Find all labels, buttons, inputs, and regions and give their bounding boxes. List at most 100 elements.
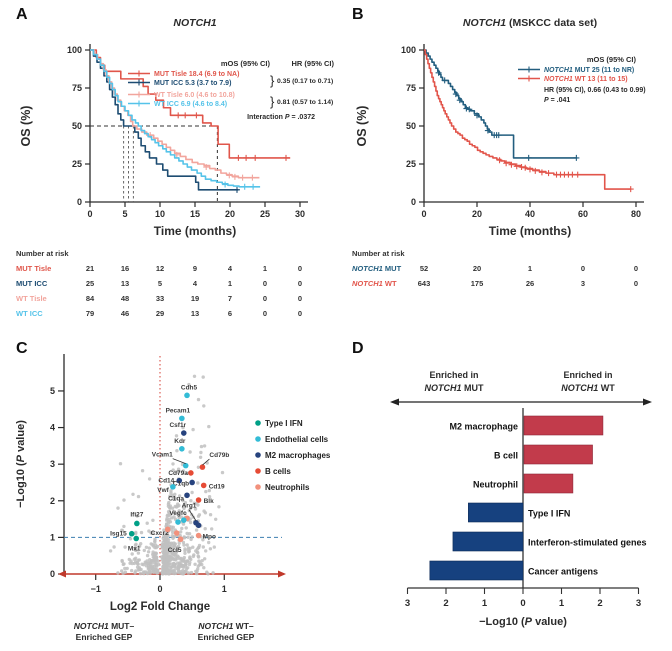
gene-point-cd14: Cd14 [158,478,183,485]
svg-text:0: 0 [77,197,82,207]
gene-point-cd79a: Cd79a [168,470,194,477]
x-axis-label: Time (months) [489,224,571,238]
svg-text:Mpo: Mpo [203,534,216,541]
gene-point-kdr: Kdr [174,438,186,452]
svg-text:B cells: B cells [265,467,291,476]
x-axis-label: Time (months) [154,224,236,238]
svg-text:Neutrophil: Neutrophil [473,480,518,490]
km-legend: mOS (95% CI) HR (95% CI) MUT Tisle 18.4 (6… [128,59,334,121]
bar-interferon-stimulated-genes: Interferon-stimulated genes [452,531,647,552]
panel-title: NOTCH1 (MSKCC data set) [463,17,597,29]
risk-row-mut-tisle: MUT Tisle 21 16 12 9 4 1 0 [16,264,302,273]
gene-point-isg15: Isg15 [110,531,135,538]
svg-text:C1qa: C1qa [168,495,184,502]
gene-point-c1qa: C1qa [168,492,190,502]
svg-text:0: 0 [298,264,302,273]
panel-c-volcano-chart: 0 1 2 3 4 5 −1 0 1 −Log10 (P value) Cdh5 Pecam1 Csf1… [15,354,331,642]
svg-text:WT Tisle: WT Tisle [16,294,47,303]
risk-row-notch1-wt: NOTCH1 WT 643 175 26 3 0 [352,279,638,288]
gene-point-cxcr2: Cxcr2 [151,530,180,537]
svg-text:C1qb: C1qb [173,480,189,487]
panel-title: NOTCH1 [173,17,216,29]
svg-text:48: 48 [121,294,129,303]
km-legend: mOS (95% CI) NOTCH1 MUT 25 (11 to NR) NOTC… [518,55,646,104]
svg-text:Enriched GEP: Enriched GEP [76,632,133,642]
svg-text:5: 5 [158,279,162,288]
svg-text:NOTCH1 MUT: NOTCH1 MUT [352,264,402,273]
svg-text:3: 3 [636,598,641,609]
svg-text:HR (95% CI), 0.66 (0.43 to 0.9: HR (95% CI), 0.66 (0.43 to 0.99) [544,87,646,94]
svg-text:Arg1: Arg1 [182,503,197,510]
svg-text:2: 2 [597,598,602,609]
svg-text:0: 0 [263,279,267,288]
svg-text:Number at risk: Number at risk [352,249,405,258]
y-axis-label: OS (%) [355,106,369,147]
svg-text:100: 100 [401,45,416,55]
svg-text:Cancer antigens: Cancer antigens [528,567,598,577]
svg-text:Kdr: Kdr [174,438,186,445]
svg-text:Log2 Fold Change: Log2 Fold Change [110,601,210,613]
svg-text:643: 643 [418,279,431,288]
svg-text:1: 1 [559,598,565,609]
svg-text:25: 25 [260,209,270,219]
svg-text:NOTCH1 WT 13 (11 to 15): NOTCH1 WT 13 (11 to 15) [544,76,628,83]
km-curve-notch1-wt [424,49,634,193]
svg-text:4: 4 [50,423,55,433]
volcano-axes: 0 1 2 3 4 5 −1 0 1 −Log10 (P value) [15,354,227,594]
svg-text:33: 33 [156,294,164,303]
svg-text:16: 16 [121,264,129,273]
svg-text:WT ICC: WT ICC [16,309,43,318]
svg-text:25: 25 [406,159,416,169]
svg-text:Endothelial cells: Endothelial cells [265,435,329,444]
svg-text:−1: −1 [91,584,101,594]
svg-text:75: 75 [72,83,82,93]
svg-text:Enriched GEP: Enriched GEP [198,632,255,642]
svg-text:Cd19: Cd19 [209,483,225,490]
km-title: NOTCH1 (MSKCC data set) [463,17,597,29]
svg-text:Blk: Blk [204,498,215,505]
svg-text:MUT ICC 5.3 (3.7 to 7.9): MUT ICC 5.3 (3.7 to 7.9) [154,80,231,87]
svg-text:Interferon-stimulated genes: Interferon-stimulated genes [528,538,647,548]
svg-text:NOTCH1 WT: NOTCH1 WT [561,383,615,393]
svg-text:MUT Tisle 18.4 (6.9 to NA): MUT Tisle 18.4 (6.9 to NA) [154,71,239,78]
km-title: NOTCH1 [173,17,216,29]
gene-point-vwf: Vwf [157,484,176,494]
svg-text:3: 3 [581,279,585,288]
bar-x-axis: 3 2 1 0 1 2 3 [405,587,641,609]
svg-text:2: 2 [443,598,448,609]
svg-text:0.81 (0.57 to 1.14): 0.81 (0.57 to 1.14) [277,99,333,106]
svg-text:mOS (95% CI): mOS (95% CI) [221,59,271,68]
svg-text:7: 7 [228,294,232,303]
svg-text:MUT Tisle: MUT Tisle [16,264,51,273]
svg-text:NOTCH1 WT–: NOTCH1 WT– [198,621,254,631]
svg-text:Isg15: Isg15 [110,531,127,538]
svg-text:3: 3 [405,598,410,609]
bar-cancer-antigens: Cancer antigens [429,560,598,581]
panel-b-label: B [352,6,365,23]
svg-text:75: 75 [406,83,416,93]
svg-text:0: 0 [411,197,416,207]
svg-text:9: 9 [193,264,197,273]
svg-text:13: 13 [191,309,199,318]
svg-text:79: 79 [86,309,94,318]
svg-text:}: } [270,73,275,88]
km-axes: 0 25 50 75 100 0 20 40 60 80 OS (%) Time (months) [355,44,644,238]
svg-text:M2 macrophages: M2 macrophages [265,451,331,460]
svg-text:30: 30 [295,209,305,219]
svg-text:Csf1r: Csf1r [169,422,186,429]
svg-text:40: 40 [525,209,535,219]
svg-text:NOTCH1 MUT: NOTCH1 MUT [424,383,484,393]
bar-type-i-ifn: Type I IFN [468,502,570,523]
panel-c-label: C [16,340,29,357]
bar-b-cell: B cell [494,444,593,465]
bar-m2-macrophage: M2 macrophage [449,415,604,436]
svg-text:26: 26 [526,279,534,288]
svg-text:1: 1 [50,532,55,542]
bar-headers: Enriched in NOTCH1 MUT Enriched in NOTCH1 W… [424,370,615,393]
gene-point-vcam1: Vcam1 [152,452,189,469]
gene-point-c1qb: C1qb [173,479,195,487]
svg-text:15: 15 [190,209,200,219]
